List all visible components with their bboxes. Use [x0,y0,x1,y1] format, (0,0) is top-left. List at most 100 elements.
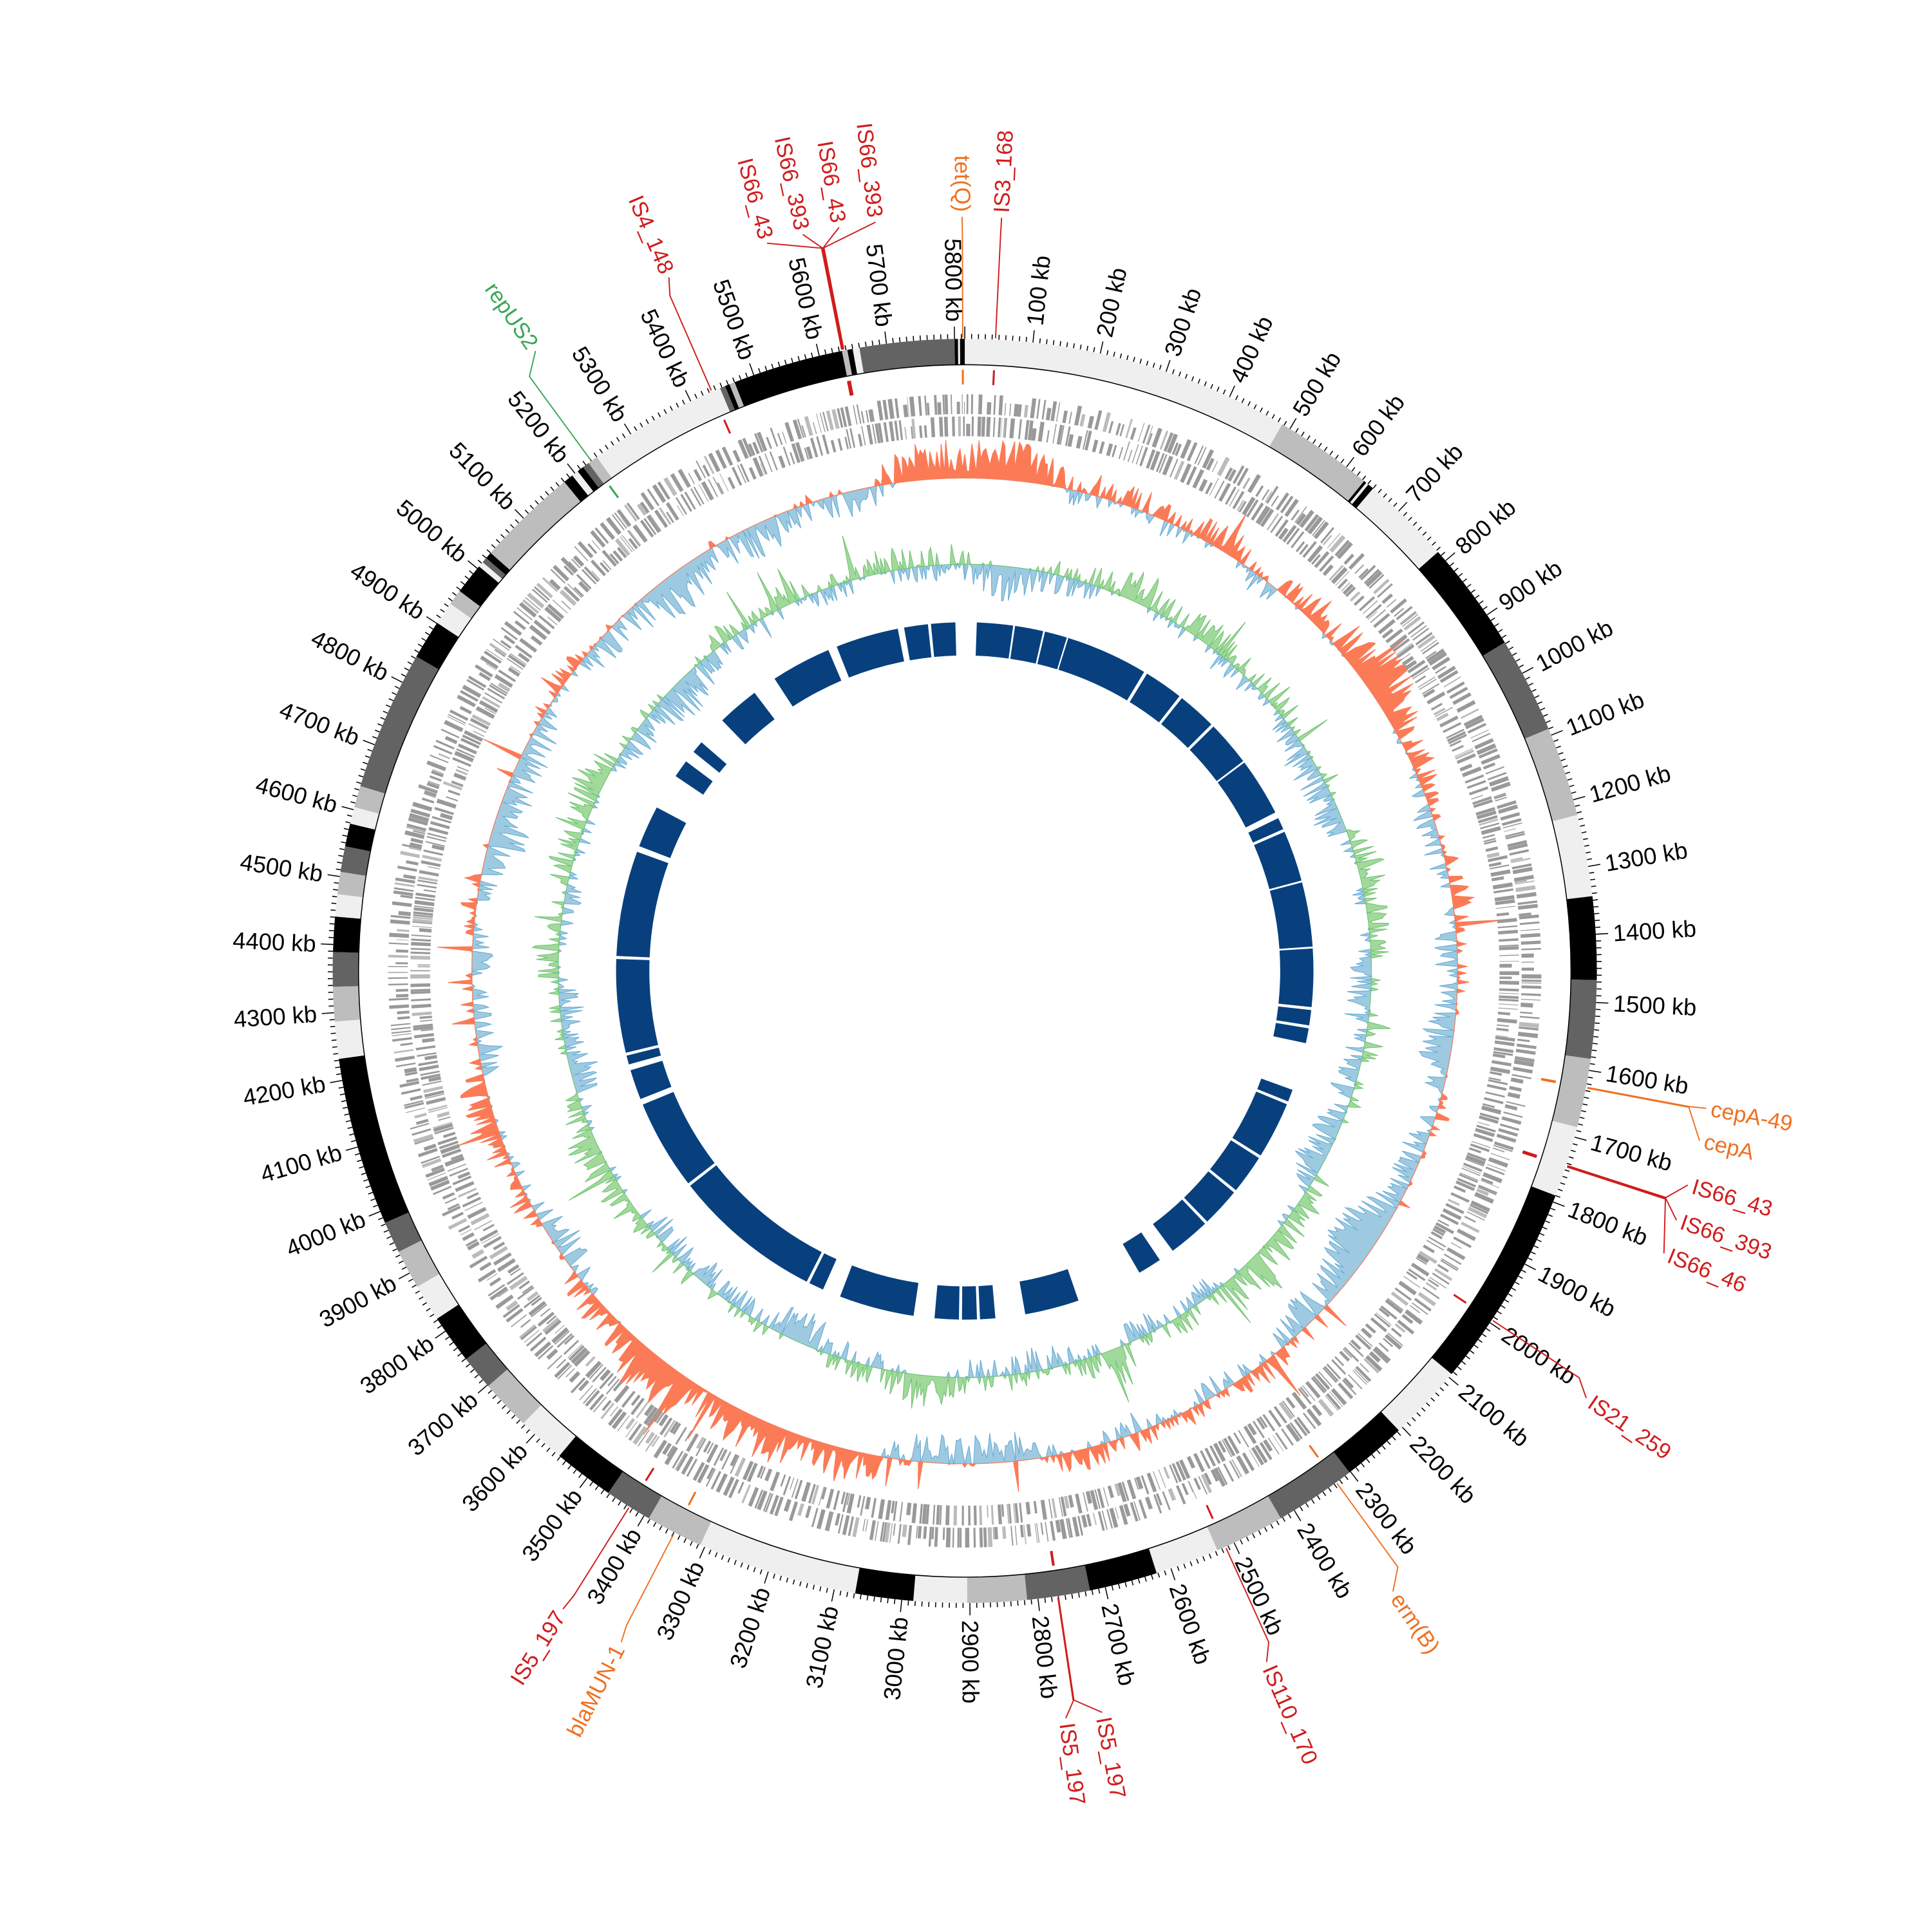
gene-feature [500,627,518,641]
gene-feature [1068,1495,1074,1508]
gene-feature [987,1505,989,1518]
gene-feature [1499,963,1512,968]
gene-feature [599,1372,614,1390]
gene-feature [805,1505,812,1519]
gene-feature [422,1037,435,1043]
gene-feature [524,1329,540,1343]
gene-feature [1429,1276,1447,1289]
gene-feature [1302,1412,1316,1430]
gene-feature [422,797,435,804]
gene-feature [1481,1105,1502,1115]
gene-feature [1376,1312,1392,1326]
gene-feature [522,599,540,614]
gene-feature [902,1524,907,1537]
gene-feature [1147,433,1153,446]
gene-feature [1425,1282,1437,1291]
gene-feature [417,884,437,889]
gene-feature [400,895,413,899]
gene-feature [1106,443,1113,457]
gene-feature [571,558,581,569]
gene-feature [421,1028,433,1032]
gene-feature [1489,776,1510,787]
gene-feature [1048,1499,1053,1519]
gene-feature [1417,634,1435,649]
gene-feature [1034,1523,1038,1543]
gene-feature [591,560,607,576]
gene-feature [1464,1215,1476,1223]
gene-feature [865,1519,869,1532]
gene-feature [1390,1291,1409,1306]
gene-feature [488,1283,506,1297]
conserved-block [1273,1023,1309,1043]
gene-feature [1263,1439,1273,1452]
tick-label: 4500 kb [238,848,325,887]
gene-feature [421,1155,440,1164]
gene-feature [742,1461,754,1481]
conserved-block [837,629,904,678]
gene-feature [640,492,655,511]
gene-feature [542,1317,560,1333]
gene-feature [795,442,805,462]
ideogram-band [596,388,730,478]
gene-feature [450,1153,464,1160]
gene-feature [1119,424,1125,437]
gene-feature [1051,1498,1057,1519]
conserved-block [1257,1078,1293,1102]
gene-feature [1507,840,1528,848]
conserved-block [1122,1232,1160,1273]
gene-feature [1101,1510,1108,1530]
gene-feature [1305,1381,1321,1399]
gene-feature [1488,1157,1508,1168]
gene-feature [1074,405,1083,426]
gene-feature [600,562,610,573]
gene-feature [1419,678,1437,690]
gene-feature [563,1340,579,1355]
gene-feature [1509,1086,1522,1092]
gene-feature [721,1451,732,1470]
ideogram-band [332,986,361,1022]
gene-feature [395,1062,416,1068]
gene-feature [388,966,408,967]
gene-feature [1446,728,1464,739]
gene-feature [526,1332,543,1347]
gene-feature [1213,1443,1226,1463]
gene-feature [1322,535,1332,545]
gene-feature [515,645,533,659]
gene-feature [1289,1422,1303,1439]
gene-feature [617,1415,630,1432]
gene-feature [889,421,895,442]
tick-label: 1100 kb [1562,686,1648,741]
gene-feature [1299,544,1309,555]
gene-feature [1497,1018,1517,1024]
gene-feature [404,830,425,839]
gene-feature [518,601,537,618]
gene-feature [666,511,674,524]
gene-feature [423,889,437,893]
gene-feature [643,1406,658,1425]
gene-feature [1023,1524,1027,1545]
ideogram-band [486,553,511,575]
gene-feature [444,1197,457,1204]
gene-feature [943,417,949,437]
gene-feature [1507,1092,1520,1099]
ideogram-band [1356,488,1438,569]
gene-feature [882,399,889,420]
gene-feature [1400,653,1411,661]
gene-feature [730,1454,739,1467]
gene-feature [1498,804,1519,814]
gene-feature [1498,1003,1519,1006]
gene-feature [1231,1459,1242,1477]
gene-feature [556,1333,573,1348]
tick-label: 2100 kb [1454,1378,1534,1452]
gene-feature [1130,1502,1139,1522]
gene-feature [1485,846,1499,852]
gene-feature [698,484,709,502]
gene-feature [1056,424,1063,445]
gene-feature [1262,1414,1276,1432]
annotation-connector [620,1533,675,1643]
gene-feature [498,1289,509,1298]
gene-feature [630,1394,641,1406]
gene-feature [849,428,856,448]
conserved-block [639,807,687,858]
gene-feature [1238,1430,1249,1448]
